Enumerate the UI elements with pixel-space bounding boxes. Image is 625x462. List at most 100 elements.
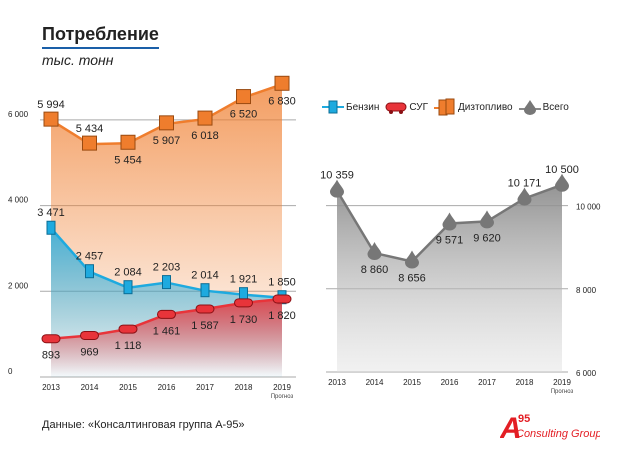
x-tick-label: 2014 bbox=[366, 378, 384, 387]
drop-icon bbox=[442, 212, 457, 231]
barrels-icon bbox=[120, 134, 136, 150]
x-tick-label: 2018 bbox=[235, 383, 253, 392]
data-label: 1 921 bbox=[230, 274, 258, 286]
data-label: 1 850 bbox=[268, 277, 296, 289]
x-tick-label: 2014 bbox=[81, 383, 99, 392]
x-tick-label: 2015 bbox=[119, 383, 137, 392]
a95-logo: A 95 Consulting Group bbox=[499, 410, 602, 449]
tank-car-icon bbox=[41, 334, 61, 344]
drop-icon bbox=[405, 250, 419, 269]
x-tick-label: 2019 bbox=[273, 383, 291, 392]
svg-text:A: A bbox=[500, 412, 522, 444]
barrels-icon bbox=[197, 110, 213, 126]
legend-item-diesel: Дизтопливо bbox=[434, 98, 513, 116]
data-label: 5 434 bbox=[76, 123, 104, 135]
barrels-icon bbox=[236, 89, 251, 105]
y-tick-label: 6 000 bbox=[8, 110, 29, 119]
series-area bbox=[51, 299, 282, 377]
x-tick-sublabel: Прогноз bbox=[551, 389, 574, 395]
data-label: 5 994 bbox=[37, 99, 65, 111]
fuel-pump-icon bbox=[85, 264, 94, 279]
units-subtitle: тыс. тонн bbox=[42, 52, 114, 68]
data-label: 2 203 bbox=[153, 262, 181, 274]
barrels-icon bbox=[274, 75, 290, 91]
x-tick-sublabel: Прогноз bbox=[271, 394, 294, 400]
fuel-pump-icon bbox=[322, 100, 344, 114]
data-label: 8 656 bbox=[398, 273, 426, 285]
drop-icon bbox=[367, 242, 382, 261]
data-label: 2 457 bbox=[76, 251, 104, 263]
tank-car-icon bbox=[118, 324, 138, 334]
legend-label: Бензин bbox=[346, 101, 380, 113]
x-tick-label: 2019 bbox=[553, 378, 571, 387]
barrels-icon bbox=[82, 135, 97, 151]
y-tick-label: 2 000 bbox=[8, 281, 29, 290]
x-tick-label: 2013 bbox=[42, 383, 60, 392]
data-label: 10 359 bbox=[320, 170, 354, 182]
x-tick-label: 2018 bbox=[516, 378, 534, 387]
drop-icon bbox=[330, 179, 344, 198]
y-tick-label: 0 bbox=[8, 367, 13, 376]
legend-label: Всего bbox=[542, 101, 569, 113]
data-label: 1 730 bbox=[230, 314, 258, 326]
legend-item-lpg: СУГ bbox=[385, 100, 428, 114]
data-label: 6 830 bbox=[268, 95, 296, 107]
data-label: 5 907 bbox=[153, 135, 181, 147]
y-tick-label: 10 000 bbox=[576, 203, 601, 212]
data-label: 893 bbox=[42, 350, 60, 362]
data-label: 9 620 bbox=[473, 232, 501, 244]
data-label: 10 500 bbox=[545, 164, 579, 176]
y-tick-label: 8 000 bbox=[576, 286, 597, 295]
legend-label: СУГ bbox=[409, 101, 429, 113]
drop-icon bbox=[555, 173, 569, 192]
data-label: 1 461 bbox=[153, 325, 181, 337]
fuel-pump-icon bbox=[162, 275, 171, 290]
series-area bbox=[337, 184, 562, 372]
legend-item-total: Всего bbox=[518, 99, 569, 115]
tank-car-icon bbox=[234, 298, 253, 308]
fuel-pump-icon bbox=[200, 283, 210, 298]
barrels-icon bbox=[159, 115, 174, 131]
tank-car-icon bbox=[80, 330, 99, 340]
y-tick-label: 4 000 bbox=[8, 196, 29, 205]
fuel-pump-icon bbox=[123, 280, 133, 295]
drop-icon bbox=[517, 187, 532, 206]
barrels-icon bbox=[434, 98, 455, 116]
tank-car-icon bbox=[195, 304, 215, 314]
x-tick-label: 2016 bbox=[441, 378, 459, 387]
data-label: 3 471 bbox=[37, 207, 65, 219]
data-label: 9 571 bbox=[436, 234, 464, 246]
data-label: 5 454 bbox=[114, 154, 142, 166]
legend: Бензин СУГ Дизтопливо Всего bbox=[322, 98, 569, 116]
x-tick-label: 2017 bbox=[196, 383, 214, 392]
barrels-icon bbox=[43, 111, 59, 127]
svg-text:95: 95 bbox=[518, 413, 530, 425]
legend-label: Дизтопливо bbox=[458, 101, 513, 113]
svg-text:Consulting Group: Consulting Group bbox=[516, 428, 600, 440]
x-tick-label: 2015 bbox=[403, 378, 421, 387]
data-label: 1 587 bbox=[191, 320, 219, 332]
legend-item-benzin: Бензин bbox=[322, 100, 379, 114]
tank-car-icon bbox=[385, 102, 407, 114]
data-label: 10 171 bbox=[508, 177, 542, 189]
drop-icon bbox=[480, 210, 494, 229]
data-label: 2 084 bbox=[114, 267, 142, 279]
source-note: Данные: «Консалтинговая группа А-95» bbox=[42, 419, 245, 431]
x-tick-label: 2017 bbox=[478, 378, 496, 387]
fuel-pump-icon bbox=[46, 220, 56, 235]
data-label: 8 860 bbox=[361, 264, 389, 276]
x-tick-label: 2016 bbox=[158, 383, 176, 392]
data-label: 1 118 bbox=[115, 340, 142, 352]
data-label: 969 bbox=[80, 346, 98, 358]
tank-car-icon bbox=[157, 309, 176, 319]
data-label: 1 820 bbox=[268, 310, 296, 322]
tank-car-icon bbox=[272, 294, 292, 304]
data-label: 6 018 bbox=[191, 130, 219, 142]
page-title: Потребление bbox=[42, 24, 159, 49]
data-label: 2 014 bbox=[191, 270, 219, 282]
data-label: 6 520 bbox=[230, 109, 258, 121]
drop-icon bbox=[518, 100, 541, 115]
x-tick-label: 2013 bbox=[328, 378, 346, 387]
